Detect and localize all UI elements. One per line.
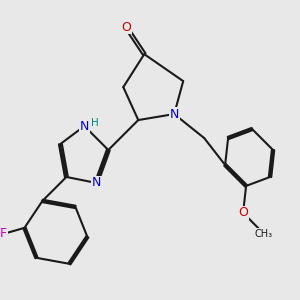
Text: N: N <box>80 119 89 133</box>
Text: N: N <box>169 108 179 121</box>
Text: H: H <box>91 118 99 128</box>
Text: O: O <box>122 21 131 34</box>
Text: O: O <box>238 206 248 219</box>
Text: CH₃: CH₃ <box>255 229 273 239</box>
Text: N: N <box>92 176 101 189</box>
Text: F: F <box>0 227 7 240</box>
